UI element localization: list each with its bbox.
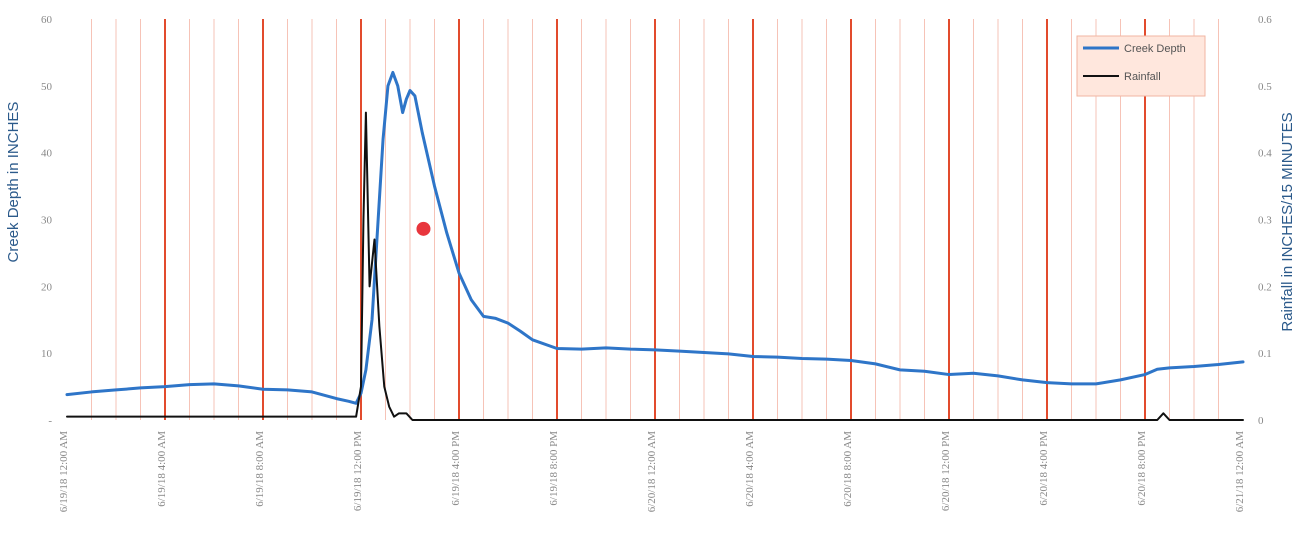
left-tick-label: 10: [41, 348, 53, 360]
x-tick-label: 6/20/18 8:00 PM: [1136, 431, 1148, 506]
x-tick-label: 6/20/18 12:00 PM: [940, 431, 952, 511]
left-tick-label: 20: [41, 281, 53, 293]
legend: Creek Depth Rainfall: [1076, 35, 1206, 97]
left-tick-label: 60: [41, 14, 53, 26]
left-tick-label: 30: [41, 215, 53, 227]
x-tick-label: 6/19/18 12:00 AM: [58, 431, 70, 513]
right-tick-label: 0.6: [1258, 14, 1272, 26]
right-tick-label: 0: [1258, 415, 1264, 427]
legend-box: [1076, 35, 1206, 97]
right-axis-title: Rainfall in INCHES/15 MINUTES: [1279, 112, 1296, 331]
rainfall-line: [66, 111, 1244, 421]
right-tick-label: 0.3: [1258, 215, 1272, 227]
x-tick-label: 6/19/18 12:00 PM: [352, 431, 364, 511]
x-tick-label: 6/19/18 4:00 PM: [450, 431, 462, 506]
left-tick-label: -: [48, 415, 52, 427]
x-tick-label: 6/19/18 8:00 PM: [548, 431, 560, 506]
x-tick-label: 6/21/18 12:00 AM: [1234, 431, 1246, 513]
legend-creek-depth-label: Creek Depth: [1124, 43, 1186, 55]
right-tick-label: 0.1: [1258, 348, 1272, 360]
right-tick-label: 0.2: [1258, 281, 1272, 293]
right-tick-label: 0.4: [1258, 148, 1272, 160]
x-tick-label: 6/19/18 4:00 AM: [156, 431, 168, 507]
vertical-grid: [91, 19, 1219, 420]
creek-depth-line: [65, 70, 1245, 405]
right-y-axis-ticks: 0 0.1 0.2 0.3 0.4 0.5 0.6: [1258, 14, 1272, 427]
x-tick-label: 6/20/18 12:00 AM: [646, 431, 658, 513]
x-axis-ticks: 6/19/18 12:00 AM 6/19/18 4:00 AM 6/19/18 8…: [58, 431, 1246, 513]
left-y-axis-ticks: - 10 20 30 40 50 60: [41, 14, 53, 427]
series-lines: [65, 70, 1245, 421]
x-tick-label: 6/20/18 4:00 AM: [744, 431, 756, 507]
left-axis-title: Creek Depth in INCHES: [5, 102, 22, 263]
marker-layer: [414, 219, 433, 238]
x-tick-label: 6/20/18 8:00 AM: [842, 431, 854, 507]
x-tick-label: 6/20/18 4:00 PM: [1038, 431, 1050, 506]
highlight-marker: [414, 219, 433, 238]
right-tick-label: 0.5: [1258, 81, 1272, 93]
x-tick-label: 6/19/18 8:00 AM: [254, 431, 266, 507]
left-tick-label: 50: [41, 81, 53, 93]
legend-rainfall-label: Rainfall: [1124, 71, 1161, 83]
left-tick-label: 40: [41, 148, 53, 160]
